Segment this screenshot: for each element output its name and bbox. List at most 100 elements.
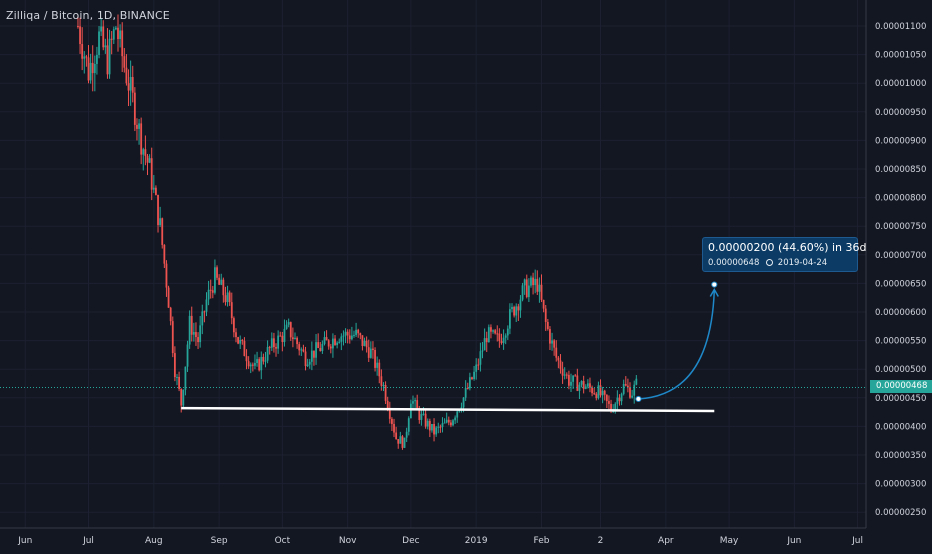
y-tick-label: 0.00000400	[875, 422, 926, 432]
y-tick-label: 0.00000800	[875, 194, 926, 204]
candle	[620, 392, 623, 406]
projection-end-handle[interactable]	[711, 281, 718, 288]
candle	[241, 338, 244, 345]
candle	[220, 273, 223, 286]
projection-change-text: 0.00000200 (44.60%) in 36d	[708, 241, 867, 254]
candle	[209, 279, 212, 299]
candle	[308, 358, 311, 369]
candle	[235, 328, 237, 343]
candle	[416, 394, 419, 409]
candle	[100, 17, 103, 36]
candle	[201, 304, 204, 335]
candle	[561, 361, 564, 384]
candle	[521, 282, 524, 302]
candle	[142, 147, 145, 171]
candle	[138, 119, 140, 145]
y-tick-label: 0.00000450	[875, 394, 926, 404]
projection-target-date: 2019-04-24	[777, 258, 828, 268]
candle	[203, 310, 206, 323]
candle	[618, 394, 621, 406]
x-tick-label: Jun	[786, 536, 801, 546]
candle	[464, 380, 467, 401]
candle	[557, 355, 560, 369]
clock-icon	[766, 259, 774, 266]
candle	[359, 332, 362, 340]
candle	[511, 303, 513, 313]
candle	[473, 366, 475, 381]
candle	[169, 306, 172, 326]
candle	[334, 335, 336, 346]
drawings[interactable]	[0, 281, 866, 413]
candle	[232, 316, 235, 338]
projection-arrow[interactable]	[638, 290, 716, 400]
candle	[532, 272, 534, 295]
candle	[397, 439, 400, 449]
candle	[441, 417, 444, 433]
y-tick-label: 0.00001100	[875, 22, 926, 32]
candle	[140, 117, 143, 165]
projection-target-price: 0.00000648	[708, 258, 760, 268]
candle	[313, 350, 315, 366]
candle	[399, 431, 402, 444]
candle	[91, 45, 94, 92]
candle	[568, 370, 570, 390]
last-price-tag: 0.00000468	[870, 380, 932, 393]
candle	[426, 418, 429, 430]
candle	[523, 278, 526, 295]
candle	[165, 260, 168, 297]
candle	[294, 332, 296, 340]
candle	[226, 285, 229, 307]
candle	[327, 339, 330, 350]
symbol-name: Zilliqa / Bitcoin	[6, 9, 90, 22]
candle	[81, 27, 84, 71]
symbol-title: Zilliqa / Bitcoin, 1D, BINANCE	[6, 9, 170, 22]
candle	[178, 371, 180, 392]
projection-label[interactable]: 0.00000200 (44.60%) in 36d 0.00000648 20…	[702, 237, 867, 272]
candle	[251, 362, 254, 372]
candle	[89, 53, 92, 84]
candle	[631, 389, 634, 399]
x-tick-label: Dec	[402, 536, 419, 546]
candle	[391, 417, 393, 431]
candle	[608, 395, 610, 412]
candle	[369, 341, 372, 359]
candle	[599, 379, 602, 398]
candle	[525, 274, 528, 299]
candle	[266, 340, 269, 364]
candle	[121, 22, 124, 72]
candle	[559, 354, 562, 374]
candle	[614, 402, 617, 414]
candle	[279, 331, 282, 337]
candle	[447, 416, 450, 426]
candle	[302, 344, 305, 353]
candle	[353, 330, 355, 338]
candle	[403, 437, 406, 449]
exchange-label: BINANCE	[119, 9, 170, 22]
candle	[576, 368, 579, 392]
candle	[498, 328, 501, 348]
candle	[119, 24, 122, 48]
x-tick-label: 2	[598, 536, 604, 546]
time-axis[interactable]: Jun Jul Aug Sep Oct Nov Dec 2019 Feb 2 Apr May Jun Ju…	[17, 536, 863, 546]
last-price-value: 0.00000468	[876, 381, 928, 391]
projection-start-handle[interactable]	[635, 395, 642, 403]
candle	[527, 278, 530, 303]
candle	[195, 322, 197, 346]
candle	[456, 410, 459, 423]
candle	[264, 351, 267, 368]
candle	[424, 408, 427, 429]
candle	[230, 292, 233, 325]
candle	[565, 372, 568, 379]
candle	[549, 326, 551, 351]
candle	[167, 285, 170, 308]
support-trendline[interactable]	[181, 406, 715, 413]
candle	[222, 277, 225, 303]
candle	[173, 346, 176, 382]
candle	[517, 303, 520, 321]
price-axis[interactable]: 0.00001100 0.00001050 0.00001000 0.00000950…	[875, 22, 926, 518]
candle	[367, 339, 370, 362]
candle	[563, 367, 566, 380]
candle	[355, 322, 357, 337]
